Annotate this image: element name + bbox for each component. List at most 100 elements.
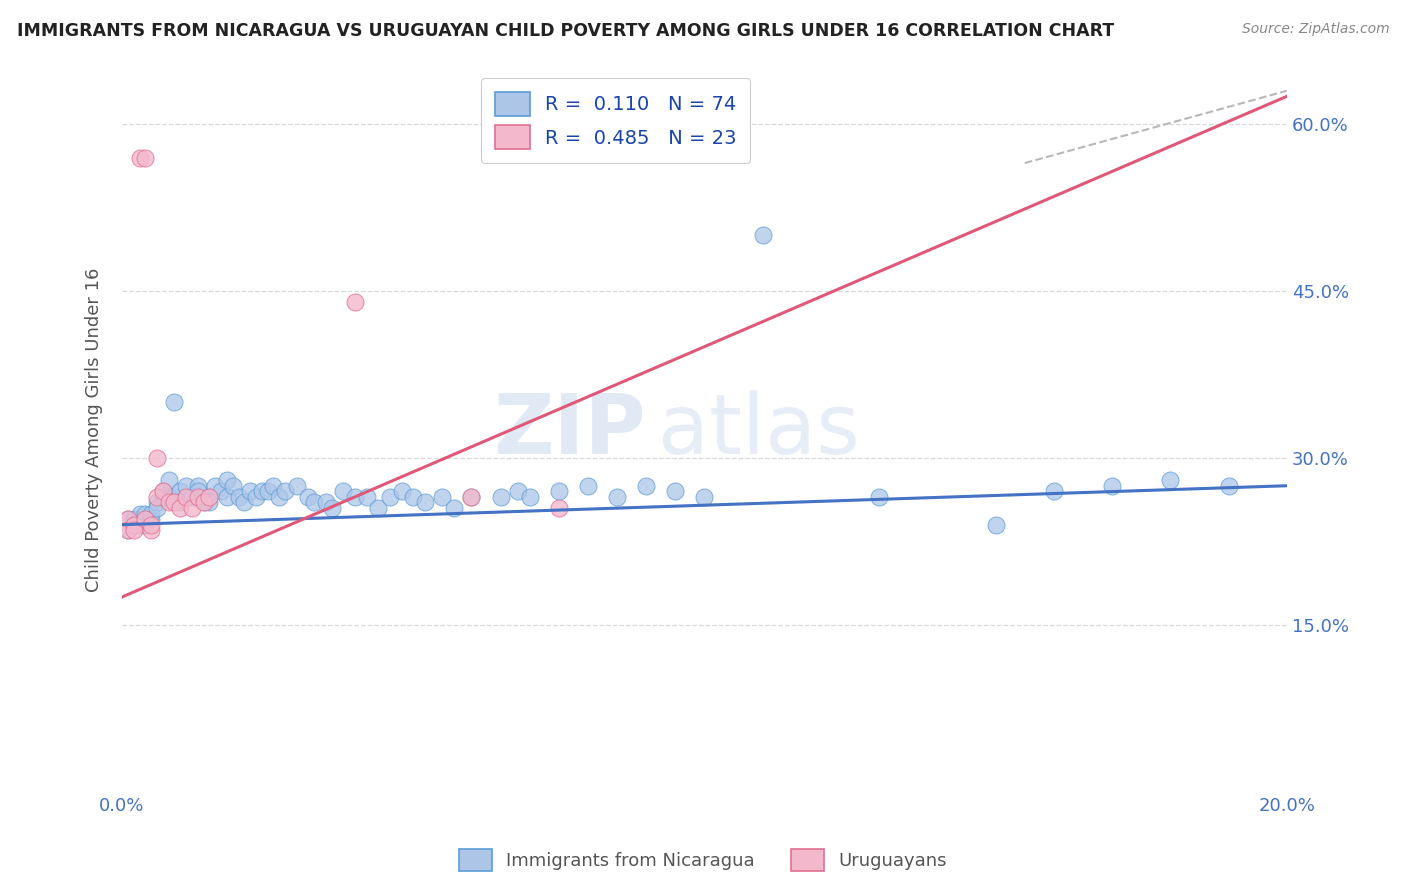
Text: Source: ZipAtlas.com: Source: ZipAtlas.com bbox=[1241, 22, 1389, 37]
Point bbox=[181, 490, 204, 504]
Point bbox=[343, 490, 366, 504]
Point bbox=[321, 500, 343, 515]
Point bbox=[256, 484, 278, 499]
Point bbox=[693, 490, 716, 504]
Point bbox=[134, 507, 156, 521]
Point bbox=[157, 495, 180, 509]
Point bbox=[576, 479, 599, 493]
Point bbox=[432, 490, 454, 504]
Text: atlas: atlas bbox=[658, 390, 859, 471]
Point bbox=[141, 507, 163, 521]
Point bbox=[315, 495, 337, 509]
Point bbox=[391, 484, 413, 499]
Legend: R =  0.110   N = 74, R =  0.485   N = 23: R = 0.110 N = 74, R = 0.485 N = 23 bbox=[481, 78, 751, 162]
Point bbox=[117, 523, 139, 537]
Point bbox=[233, 495, 256, 509]
Point bbox=[245, 490, 267, 504]
Point bbox=[285, 479, 308, 493]
Point bbox=[1043, 484, 1066, 499]
Point bbox=[117, 523, 139, 537]
Point bbox=[506, 484, 529, 499]
Point bbox=[122, 517, 145, 532]
Point bbox=[117, 512, 139, 526]
Point bbox=[239, 484, 262, 499]
Point bbox=[117, 512, 139, 526]
Point bbox=[868, 490, 890, 504]
Point bbox=[187, 490, 209, 504]
Point bbox=[174, 490, 197, 504]
Point bbox=[169, 500, 191, 515]
Point bbox=[169, 495, 191, 509]
Point bbox=[181, 500, 204, 515]
Point bbox=[460, 490, 482, 504]
Point bbox=[269, 490, 291, 504]
Point bbox=[122, 523, 145, 537]
Point bbox=[215, 473, 238, 487]
Point bbox=[187, 484, 209, 499]
Point bbox=[128, 507, 150, 521]
Point bbox=[152, 484, 174, 499]
Point bbox=[141, 523, 163, 537]
Point bbox=[356, 490, 378, 504]
Legend: Immigrants from Nicaragua, Uruguayans: Immigrants from Nicaragua, Uruguayans bbox=[453, 842, 953, 879]
Point bbox=[332, 484, 354, 499]
Point bbox=[152, 484, 174, 499]
Point bbox=[547, 500, 569, 515]
Point bbox=[378, 490, 401, 504]
Point bbox=[157, 490, 180, 504]
Point bbox=[343, 295, 366, 310]
Point bbox=[209, 484, 232, 499]
Point bbox=[198, 490, 221, 504]
Point bbox=[128, 517, 150, 532]
Point bbox=[489, 490, 512, 504]
Point bbox=[163, 395, 186, 409]
Text: IMMIGRANTS FROM NICARAGUA VS URUGUAYAN CHILD POVERTY AMONG GIRLS UNDER 16 CORREL: IMMIGRANTS FROM NICARAGUA VS URUGUAYAN C… bbox=[17, 22, 1114, 40]
Point bbox=[198, 495, 221, 509]
Point bbox=[460, 490, 482, 504]
Point bbox=[519, 490, 541, 504]
Text: ZIP: ZIP bbox=[494, 390, 647, 471]
Point bbox=[443, 500, 465, 515]
Point bbox=[146, 500, 169, 515]
Point bbox=[1218, 479, 1240, 493]
Point bbox=[413, 495, 436, 509]
Point bbox=[1159, 473, 1181, 487]
Point bbox=[302, 495, 325, 509]
Point bbox=[636, 479, 658, 493]
Point bbox=[222, 479, 245, 493]
Point bbox=[193, 495, 215, 509]
Point bbox=[198, 490, 221, 504]
Point bbox=[547, 484, 569, 499]
Point bbox=[193, 495, 215, 509]
Point bbox=[134, 517, 156, 532]
Y-axis label: Child Poverty Among Girls Under 16: Child Poverty Among Girls Under 16 bbox=[86, 268, 103, 592]
Point bbox=[204, 479, 226, 493]
Point bbox=[228, 490, 250, 504]
Point bbox=[146, 490, 169, 504]
Point bbox=[157, 473, 180, 487]
Point bbox=[1101, 479, 1123, 493]
Point bbox=[297, 490, 319, 504]
Point bbox=[606, 490, 628, 504]
Point bbox=[163, 490, 186, 504]
Point bbox=[664, 484, 686, 499]
Point bbox=[274, 484, 297, 499]
Point bbox=[134, 512, 156, 526]
Point bbox=[141, 512, 163, 526]
Point bbox=[122, 512, 145, 526]
Point bbox=[250, 484, 273, 499]
Point bbox=[187, 479, 209, 493]
Point bbox=[163, 495, 186, 509]
Point bbox=[128, 512, 150, 526]
Point bbox=[141, 517, 163, 532]
Point bbox=[128, 151, 150, 165]
Point bbox=[751, 228, 773, 243]
Point bbox=[146, 450, 169, 465]
Point bbox=[174, 479, 197, 493]
Point bbox=[263, 479, 285, 493]
Point bbox=[152, 490, 174, 504]
Point bbox=[146, 495, 169, 509]
Point bbox=[984, 517, 1007, 532]
Point bbox=[402, 490, 425, 504]
Point bbox=[122, 517, 145, 532]
